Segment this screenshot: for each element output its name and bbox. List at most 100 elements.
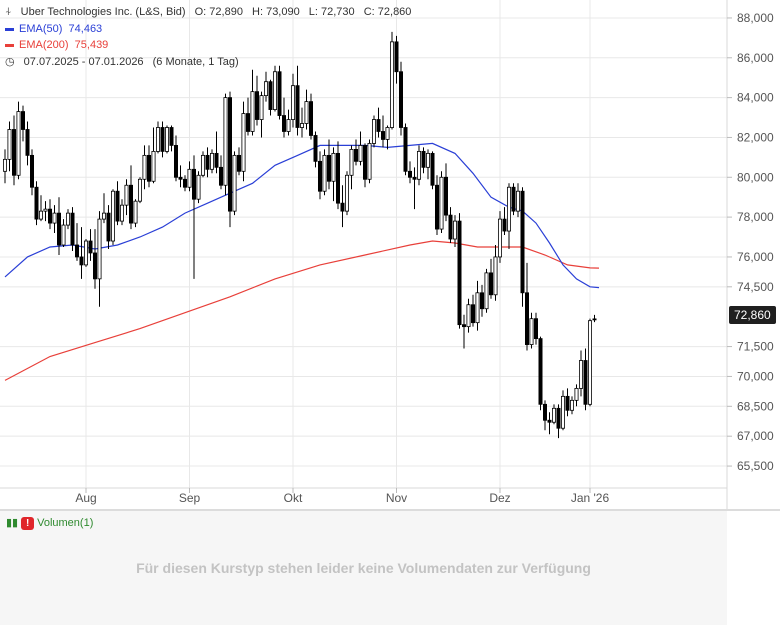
candle-body <box>120 204 125 222</box>
candle-body <box>75 244 80 258</box>
candle <box>223 93 228 196</box>
candle <box>529 312 534 349</box>
candle-body <box>232 154 237 212</box>
candle <box>66 209 71 230</box>
candle-body <box>137 178 142 202</box>
candle-body <box>538 338 543 405</box>
candle-body <box>84 240 89 266</box>
volume-header[interactable]: ▮▮! Volumen(1) <box>6 516 93 530</box>
candle-body <box>308 101 313 136</box>
candle <box>151 127 156 184</box>
y-tick-label: 71,500 <box>737 340 774 354</box>
candle <box>52 205 57 234</box>
candle-body <box>358 145 363 162</box>
candle-body <box>443 176 448 216</box>
candle-body <box>236 154 241 172</box>
candle <box>16 101 21 180</box>
x-tick-label: Jan '26 <box>571 491 610 505</box>
legend-ema200[interactable]: EMA(200) 75,439 <box>5 39 108 51</box>
candle-body <box>39 210 44 220</box>
ema50-value: 74,463 <box>68 23 103 35</box>
date-range-row[interactable]: ◷ 07.07.2025 - 07.01.2026 (6 Monate, 1 T… <box>5 55 245 68</box>
candle-body <box>3 158 8 172</box>
y-tick-label: 78,000 <box>737 210 774 224</box>
candle-body <box>484 272 489 310</box>
legend-ema50[interactable]: EMA(50) 74,463 <box>5 23 102 35</box>
candle <box>263 71 268 102</box>
candle <box>439 171 444 234</box>
candle-body <box>29 154 34 188</box>
candle <box>502 207 507 236</box>
candle <box>272 65 277 112</box>
candle-body <box>534 318 539 339</box>
candle <box>187 161 192 192</box>
candle-body <box>385 127 390 140</box>
candle-body <box>70 212 75 246</box>
candle-body <box>160 127 165 152</box>
candle <box>403 123 408 176</box>
candle <box>579 350 584 397</box>
candle-body <box>570 399 575 411</box>
candle-icon: ⍭ <box>5 6 12 18</box>
y-tick-label: 86,000 <box>737 51 774 65</box>
high-value: H: 73,090 <box>252 6 300 18</box>
candle-body <box>277 71 282 116</box>
candle-body <box>263 81 268 97</box>
candle <box>214 131 219 174</box>
candle-body <box>398 71 403 128</box>
candle <box>520 187 525 307</box>
date-range: 07.07.2025 - 07.01.2026 <box>23 56 144 68</box>
candle <box>281 97 286 138</box>
candle <box>448 207 453 244</box>
candle-body <box>407 170 412 178</box>
ema200-line <box>4 240 600 381</box>
candle-body <box>416 150 421 180</box>
candle-body <box>155 127 160 152</box>
candle <box>340 185 345 228</box>
candle-body <box>245 113 250 132</box>
candle <box>331 147 336 202</box>
ema200-value: 75,439 <box>74 39 109 51</box>
candle-body <box>439 176 444 230</box>
candle-body <box>326 154 331 182</box>
low-value: L: 72,730 <box>308 6 355 18</box>
candle <box>277 65 282 120</box>
candle <box>106 205 111 249</box>
instrument-title: Uber Technologies Inc. (L&S, Bid) <box>20 6 186 18</box>
candle-body <box>66 212 71 226</box>
candle-body <box>25 129 30 156</box>
x-tick-label: Sep <box>179 491 201 505</box>
x-tick-label: Nov <box>386 491 407 505</box>
candle <box>290 73 295 128</box>
candle <box>164 125 169 154</box>
candle <box>205 147 210 178</box>
candle-body <box>7 129 12 160</box>
candle-body <box>191 168 196 200</box>
candle-body <box>146 154 151 182</box>
candle <box>416 145 421 186</box>
candle-body <box>493 256 498 296</box>
candle-body <box>322 154 327 192</box>
candle <box>146 145 151 188</box>
panel-separator[interactable] <box>0 509 780 511</box>
volume-panel <box>0 511 727 625</box>
candle-body <box>412 176 417 180</box>
candle <box>79 227 84 279</box>
candle-body <box>142 154 147 180</box>
candle-body <box>281 115 286 132</box>
candle <box>241 101 246 182</box>
last-price-tag: 72,860 <box>729 306 776 324</box>
candle-body <box>268 81 273 110</box>
candle-body <box>425 152 430 168</box>
candle-body <box>93 252 98 280</box>
candle-body <box>520 190 525 294</box>
candle-body <box>525 292 530 345</box>
y-tick-label: 70,000 <box>737 369 774 383</box>
warning-icon[interactable]: ! <box>21 516 35 530</box>
open-value: O: 72,890 <box>194 6 243 18</box>
candle <box>250 69 255 136</box>
y-tick-label: 76,000 <box>737 250 774 264</box>
candle <box>547 412 552 435</box>
candle <box>452 215 457 247</box>
candle-body <box>128 184 133 224</box>
